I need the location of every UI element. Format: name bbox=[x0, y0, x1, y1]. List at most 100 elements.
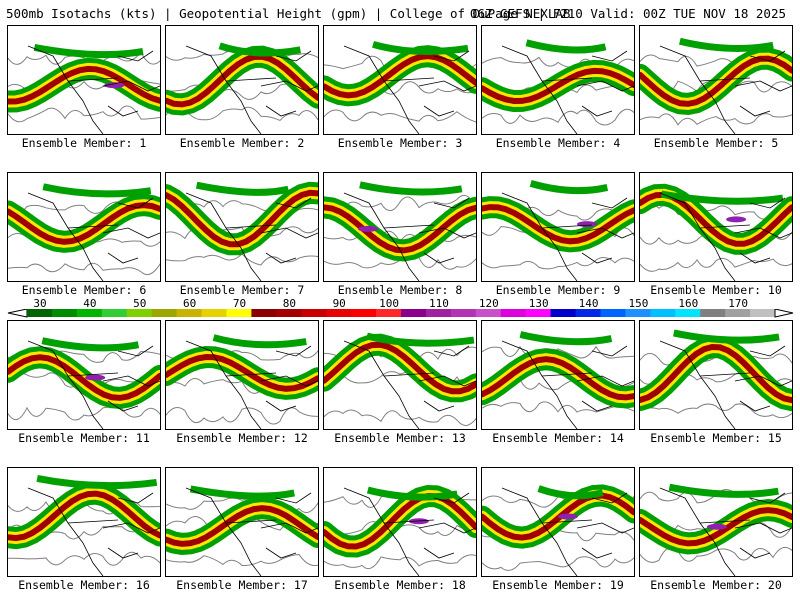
colorbar-segment bbox=[625, 309, 651, 317]
jet-core-strong bbox=[324, 53, 476, 99]
ensemble-member-label: Ensemble Member: 4 bbox=[495, 136, 621, 150]
coastline bbox=[501, 45, 634, 134]
colorbar-tick-label: 130 bbox=[528, 297, 549, 310]
ensemble-member-label: Ensemble Member: 14 bbox=[492, 431, 624, 445]
ensemble-member-label: Ensemble Member: 17 bbox=[176, 578, 308, 592]
ensemble-member-label: Ensemble Member: 11 bbox=[18, 431, 150, 445]
colorbar-segment bbox=[101, 309, 128, 317]
jet-core-strong bbox=[640, 55, 792, 107]
jet-stream-map bbox=[640, 37, 792, 134]
jet-band-weak bbox=[660, 190, 784, 205]
height-contour bbox=[640, 489, 792, 509]
jet-band-weak bbox=[668, 483, 779, 498]
jet-band-weak bbox=[36, 475, 158, 490]
jet-band-weak bbox=[189, 485, 295, 500]
coastline bbox=[501, 487, 634, 576]
jet-band-weak bbox=[519, 331, 613, 346]
ensemble-member-label: Ensemble Member: 2 bbox=[179, 136, 305, 150]
height-contour bbox=[324, 230, 476, 244]
height-contour bbox=[8, 499, 160, 515]
colorbar-segment bbox=[76, 309, 103, 317]
jet-stream-map bbox=[482, 331, 634, 429]
ensemble-panel bbox=[165, 467, 319, 577]
height-contour bbox=[8, 262, 160, 276]
jet-band-weak bbox=[525, 39, 607, 54]
coastline bbox=[27, 192, 160, 281]
jet-core-extreme bbox=[357, 225, 378, 232]
ensemble-member-label: Ensemble Member: 20 bbox=[650, 578, 782, 592]
colorbar-tick-label: 100 bbox=[379, 297, 399, 310]
jet-stream-map bbox=[482, 484, 634, 576]
colorbar-tick-label: 80 bbox=[282, 297, 296, 310]
colorbar-tick-label: 70 bbox=[232, 297, 247, 310]
ensemble-panel bbox=[481, 320, 635, 430]
jet-core-extreme bbox=[85, 374, 106, 381]
height-contour bbox=[640, 113, 792, 126]
run-valid-time: 06Z GEFS | F210 Valid: 00Z TUE NOV 18 20… bbox=[469, 6, 786, 21]
jet-stream-map bbox=[640, 329, 792, 429]
coastline bbox=[343, 45, 476, 134]
jet-core-strong bbox=[640, 507, 792, 547]
ensemble-member-label: Ensemble Member: 9 bbox=[495, 283, 621, 297]
ensemble-member-label: Ensemble Member: 8 bbox=[337, 283, 463, 297]
colorbar-segment bbox=[425, 309, 452, 317]
colorbar-segment bbox=[351, 309, 377, 317]
jet-band-weak bbox=[212, 334, 307, 349]
jet-band-weak bbox=[673, 329, 780, 344]
colorbar-segment bbox=[750, 309, 776, 317]
colorbar-left-arrow bbox=[7, 309, 28, 318]
coastline bbox=[343, 192, 476, 281]
colorbar-segment bbox=[675, 309, 701, 317]
ensemble-member-label: Ensemble Member: 6 bbox=[21, 283, 147, 297]
jet-core-strong bbox=[324, 341, 476, 395]
ensemble-panel bbox=[323, 172, 477, 282]
jet-core-strong bbox=[482, 204, 634, 245]
colorbar-tick-label: 120 bbox=[478, 297, 499, 310]
colorbar-segment bbox=[500, 309, 527, 317]
colorbar-tick-label: 160 bbox=[678, 297, 699, 310]
height-contour bbox=[166, 553, 318, 567]
colorbar-bar bbox=[7, 309, 794, 318]
height-contour bbox=[324, 554, 476, 570]
ensemble-member-label: Ensemble Member: 5 bbox=[653, 136, 779, 150]
jet-stream-map bbox=[8, 475, 160, 576]
jet-core-strong bbox=[8, 202, 160, 245]
ensemble-panel bbox=[165, 320, 319, 430]
colorbar-segment bbox=[600, 309, 626, 317]
jet-core-strong bbox=[166, 353, 318, 392]
colorbar-labels: 30 40 50 60 70 80 90 100 110 120 130 140 150 160 170 bbox=[0, 297, 800, 310]
ensemble-member-label: Ensemble Member: 19 bbox=[492, 578, 624, 592]
ensemble-panel bbox=[639, 25, 793, 135]
coastline bbox=[185, 340, 318, 429]
ensemble-member-label: Ensemble Member: 13 bbox=[334, 431, 466, 445]
colorbar-segment bbox=[151, 309, 178, 317]
ensemble-panel bbox=[7, 320, 161, 430]
jet-band-weak bbox=[372, 40, 469, 56]
height-contour bbox=[640, 546, 792, 563]
jet-core-strong bbox=[640, 343, 792, 404]
jet-stream-map bbox=[166, 181, 318, 281]
jet-stream-map bbox=[8, 44, 160, 134]
colorbar-tick-label: 140 bbox=[578, 297, 599, 310]
colorbar-tick-label: 170 bbox=[728, 297, 749, 310]
ensemble-panel bbox=[165, 172, 319, 282]
height-contour bbox=[640, 403, 792, 419]
jet-core-strong bbox=[8, 490, 160, 542]
height-contour bbox=[482, 56, 634, 71]
colorbar-tick-label: 30 bbox=[33, 297, 47, 310]
ensemble-member-label: Ensemble Member: 7 bbox=[179, 283, 305, 297]
jet-stream-map bbox=[324, 40, 476, 134]
colorbar-segment bbox=[725, 309, 751, 317]
colorbar-segment bbox=[251, 309, 277, 317]
coastline bbox=[343, 340, 476, 429]
height-contour bbox=[8, 406, 160, 421]
colorbar-segment bbox=[226, 309, 252, 317]
coastline bbox=[343, 487, 476, 576]
coastline bbox=[659, 340, 792, 429]
ensemble-panel bbox=[639, 320, 793, 430]
jet-core-extreme bbox=[726, 216, 747, 223]
ensemble-panel bbox=[323, 467, 477, 577]
coastline bbox=[27, 45, 160, 134]
colorbar-tick-label: 150 bbox=[628, 297, 649, 310]
isotach-colorbar: 30 40 50 60 70 80 90 100 110 120 130 140 150 160 170 bbox=[0, 297, 800, 319]
